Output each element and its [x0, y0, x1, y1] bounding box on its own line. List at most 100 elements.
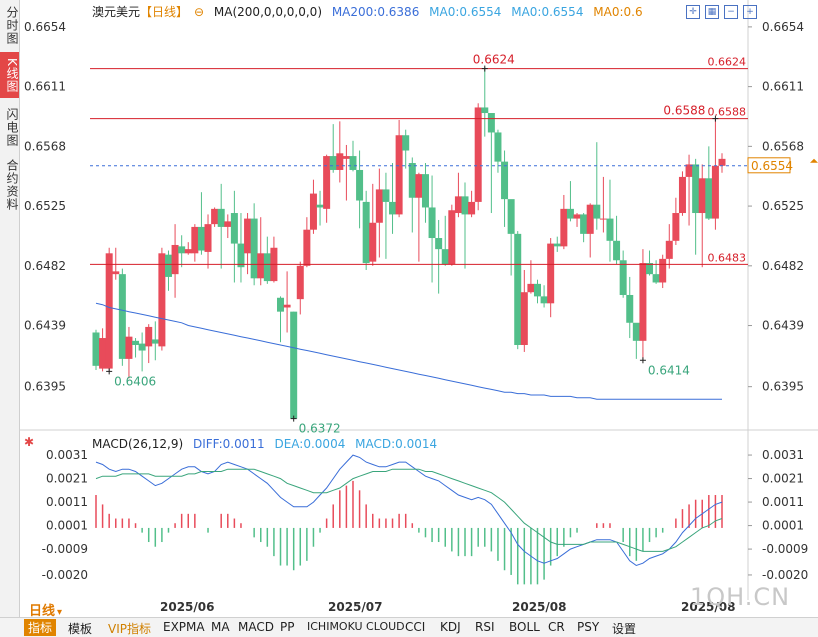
candle-body — [619, 260, 627, 295]
price-tick-right: 0.6611 — [762, 80, 804, 94]
price-tick-left: 0.6611 — [24, 80, 66, 94]
candle-body — [507, 199, 515, 234]
candle-body — [553, 243, 561, 247]
candle-body — [494, 132, 502, 162]
macd-tick-right: 0.0031 — [762, 448, 804, 462]
tab-kline[interactable]: K线图 — [0, 52, 19, 98]
macd-tick-right: -0.0009 — [762, 542, 808, 556]
expma-tab[interactable]: EXPMA — [163, 620, 205, 634]
ma-name[interactable]: MA(200,0,0,0,0,0) — [213, 5, 322, 19]
kdj-tab[interactable]: KDJ — [440, 620, 461, 634]
macd-tick-left: -0.0009 — [42, 542, 88, 556]
hline-label: 0.6483 — [708, 251, 747, 264]
macd-y-ticks: 0.0031 0.0031 0.0021 0.0021 0.0011 0.0011 0.00… — [42, 448, 809, 582]
candle-body — [342, 156, 350, 159]
candle-body — [599, 218, 607, 220]
candle-body — [468, 201, 476, 215]
ma-settings-icon[interactable]: ⊖ — [194, 5, 205, 19]
price-tick-right: 0.6482 — [762, 259, 804, 273]
dea-value: DEA:0.0004 — [274, 437, 346, 451]
candle-body — [692, 164, 700, 214]
cr-tab[interactable]: CR — [548, 620, 565, 634]
candle-body — [237, 243, 245, 268]
x-label-1: 2025/06 — [160, 600, 215, 614]
period-label[interactable]: 【日线】 — [140, 5, 189, 19]
candle-body — [474, 107, 482, 202]
candle-body — [613, 240, 621, 261]
macd-grid — [748, 454, 752, 576]
candle-body — [309, 193, 317, 230]
ma200-line — [95, 302, 722, 400]
candle-body — [487, 113, 495, 133]
candle-body — [573, 214, 581, 219]
ma0-value-b: MA0:0.6554 — [511, 5, 584, 19]
rsi-tab[interactable]: RSI — [475, 620, 495, 634]
candle-body — [626, 294, 634, 323]
candle-body — [263, 253, 271, 282]
candle-body — [514, 233, 522, 345]
candle-body — [217, 208, 225, 227]
candle-body — [145, 326, 153, 347]
price-tick-right: 0.6654 — [762, 20, 804, 34]
macd-name[interactable]: MACD(26,12,9) — [92, 437, 184, 451]
candle-body — [204, 224, 212, 252]
candle-body — [659, 258, 667, 283]
candle-body — [646, 263, 654, 275]
candle-body — [290, 311, 298, 419]
price-tick-right: 0.6525 — [762, 199, 804, 213]
candle-body — [639, 263, 647, 341]
tab-flash[interactable]: 闪电图 — [5, 107, 19, 147]
price-tag-text: 0.6554 — [751, 159, 793, 173]
macd-header: MACD(26,12,9) DIFF:0.0011 DEA:0.0004 MAC… — [92, 437, 443, 451]
crosshair-icon[interactable]: ✛ — [686, 5, 700, 19]
settings-tab[interactable]: 设置 — [612, 622, 637, 636]
minus-icon[interactable]: − — [724, 5, 738, 19]
macd-tab[interactable]: MACD — [238, 620, 274, 634]
template-tab[interactable]: 模板 — [68, 622, 93, 636]
plus-icon[interactable]: + — [743, 5, 757, 19]
pp-tab[interactable]: PP — [280, 620, 295, 634]
candle-body — [349, 156, 357, 170]
grid-icon[interactable]: ▦ — [705, 5, 719, 19]
candle-body — [362, 201, 370, 264]
price-tick-left: 0.6568 — [24, 139, 66, 153]
candle-body — [586, 204, 594, 234]
price-tick-left: 0.6525 — [24, 199, 66, 213]
candle-body — [461, 196, 469, 215]
indicator-tab[interactable]: 指标 — [24, 619, 57, 636]
candle-body — [448, 210, 456, 265]
candle-body — [296, 265, 304, 300]
vip-indicator-tab[interactable]: VIP指标 — [108, 622, 151, 636]
candle-body — [685, 164, 693, 177]
chart-toolbar: ✛ ▦ − + — [686, 3, 762, 19]
macd-tick-left: 0.0011 — [46, 495, 88, 509]
candle-body — [224, 221, 232, 227]
tab-timeshare[interactable]: 分时图 — [5, 5, 19, 45]
candle-body — [336, 153, 344, 170]
candle-body — [481, 107, 489, 114]
boll-tab[interactable]: BOLL — [509, 620, 540, 634]
candle-body — [520, 292, 528, 345]
ma-tab[interactable]: MA — [211, 620, 230, 634]
candle-body — [158, 253, 166, 347]
period-selector[interactable]: 日线 — [29, 600, 62, 619]
anno-label: 0.6372 — [299, 422, 341, 436]
candle-body — [428, 207, 436, 239]
cci-tab[interactable]: CCI — [405, 620, 426, 634]
candle-body — [211, 208, 219, 225]
candle-body — [560, 208, 568, 247]
psy-tab[interactable]: PSY — [577, 620, 600, 634]
x-label-4: 2025/08 — [681, 600, 736, 614]
candle-body — [105, 253, 113, 369]
macd-settings-icon[interactable]: ✱ — [24, 435, 35, 449]
candle-body — [323, 156, 331, 209]
anno-label: 0.6414 — [648, 363, 690, 377]
candle-body — [178, 246, 186, 254]
price-tick-right: 0.6439 — [762, 319, 804, 333]
ichimoku-tab[interactable]: ICHIMOKU CLOUD — [307, 620, 405, 633]
candle-body — [606, 218, 614, 241]
candle-body — [118, 274, 126, 359]
price-tag-box — [747, 157, 791, 174]
tab-contract[interactable]: 合约资料 — [5, 159, 19, 211]
